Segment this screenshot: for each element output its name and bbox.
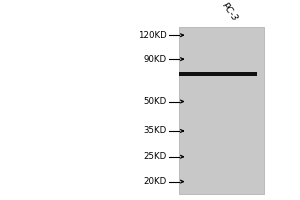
Text: 25KD: 25KD — [143, 152, 167, 161]
Bar — [178, 27, 264, 194]
Bar — [181, 73, 256, 75]
Bar — [179, 72, 257, 76]
Text: 35KD: 35KD — [143, 126, 167, 135]
Text: 20KD: 20KD — [143, 177, 167, 186]
Text: 50KD: 50KD — [143, 97, 167, 106]
Text: PC-3: PC-3 — [220, 1, 240, 23]
Text: 120KD: 120KD — [138, 31, 167, 40]
Text: 90KD: 90KD — [143, 55, 167, 64]
